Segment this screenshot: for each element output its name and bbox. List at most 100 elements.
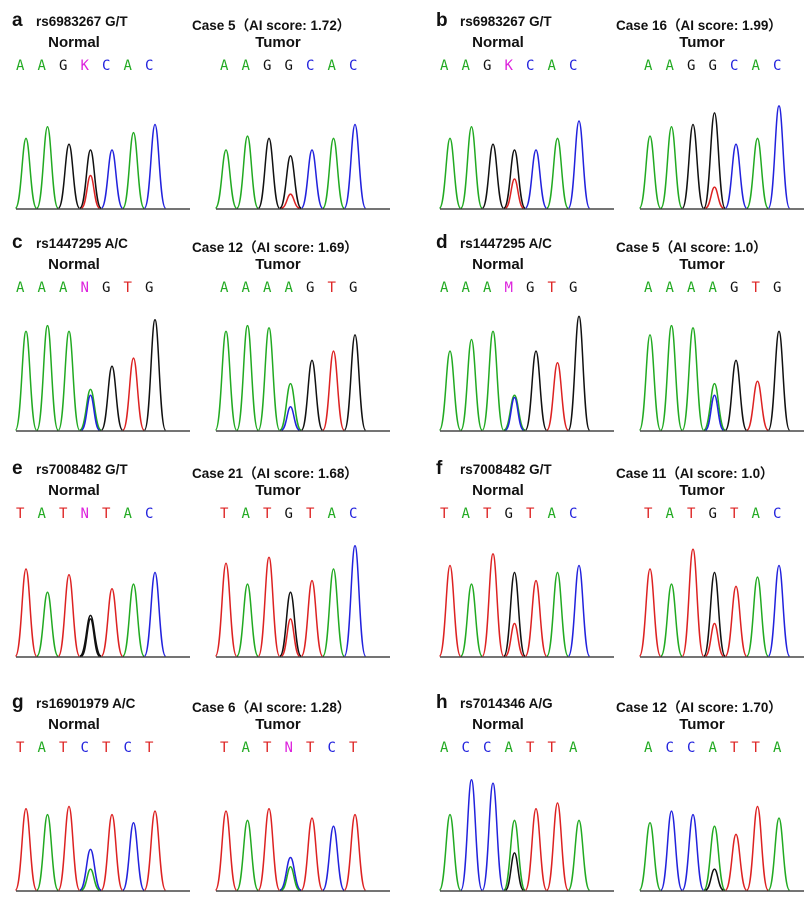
case-ai-score: Case 12（AI score: 1.70）: [616, 700, 782, 715]
normal-base-call: T: [59, 506, 68, 522]
tumor-chromatogram-trace: [214, 324, 390, 432]
tumor-base-call: T: [751, 740, 760, 756]
panel-header: f rs7008482 G/T Case 11（AI score: 1.0）: [430, 458, 804, 481]
trace-peak: [143, 810, 167, 891]
normal-base-call: T: [440, 506, 449, 522]
trace-peak: [36, 591, 59, 657]
trace-peak: [79, 388, 102, 431]
trace-peak: [300, 817, 324, 891]
tumor-base-call: G: [349, 280, 358, 296]
normal-chromatogram-trace: [438, 779, 614, 892]
trace-peak: [214, 149, 238, 209]
normal-base-call: C: [461, 740, 470, 756]
trace-minor-peak: [281, 406, 300, 431]
normal-chromatogram-trace: [14, 319, 190, 432]
snp-id: rs6983267 G/T: [36, 14, 128, 29]
tumor-base-call: A: [241, 58, 250, 74]
panel-e: e rs7008482 G/T Case 21（AI score: 1.68） Nor…: [6, 458, 402, 686]
trace-peak: [524, 808, 548, 891]
panel-letter: b: [436, 10, 448, 31]
trace-peak: [236, 324, 259, 431]
snp-id: rs1447295 A/C: [36, 236, 128, 251]
trace-minor-peak: [280, 618, 301, 657]
tumor-base-call: C: [349, 506, 358, 522]
normal-base-call: T: [547, 280, 556, 296]
trace-peak: [214, 562, 238, 657]
trace-peak: [257, 137, 281, 209]
tumor-chromatogram-trace: [638, 548, 804, 658]
trace-peak: [100, 587, 124, 657]
trace-peak: [460, 779, 483, 891]
tumor-base-call: T: [263, 740, 272, 756]
tumor-label: Tumor: [679, 256, 725, 273]
trace-peak: [767, 817, 791, 891]
normal-base-call: A: [440, 280, 449, 296]
trace-peak: [681, 548, 705, 657]
normal-label: Normal: [472, 716, 524, 733]
normal-base-call: C: [145, 506, 154, 522]
trace-minor-peak: [504, 396, 525, 431]
tumor-label: Tumor: [255, 34, 301, 51]
normal-base-call: A: [547, 58, 556, 74]
trace-peak: [343, 334, 367, 431]
trace-peak: [214, 330, 238, 431]
normal-base-call: C: [526, 58, 535, 74]
normal-base-call: T: [16, 740, 25, 756]
trace-peak: [524, 149, 548, 209]
trace-peak: [746, 137, 769, 209]
tumor-label: Tumor: [255, 716, 301, 733]
trace-peak: [660, 583, 683, 657]
trace-peak: [36, 813, 59, 891]
trace-peak: [257, 556, 281, 657]
trace-peak: [257, 808, 281, 891]
normal-base-call: A: [483, 280, 492, 296]
panel-header: a rs6983267 G/T Case 5（AI score: 1.72）: [6, 10, 402, 33]
trace-peak: [703, 112, 726, 209]
tumor-label: Tumor: [679, 34, 725, 51]
normal-base-call: N: [80, 280, 89, 296]
normal-base-call: T: [123, 280, 132, 296]
normal-base-call: T: [547, 740, 556, 756]
normal-base-call: A: [440, 740, 449, 756]
tumor-base-call: C: [349, 58, 358, 74]
tumor-chromatogram-trace: [638, 324, 804, 432]
trace-peak: [767, 105, 791, 209]
tumor-base-call: A: [751, 506, 760, 522]
tumor-base-call: T: [730, 740, 739, 756]
tumor-base-call: C: [773, 58, 782, 74]
trace-peak: [567, 819, 591, 891]
normal-label: Normal: [472, 34, 524, 51]
tumor-base-call: A: [665, 506, 674, 522]
trace-peak: [57, 805, 81, 891]
normal-base-call: G: [102, 280, 111, 296]
tumor-base-call: A: [665, 280, 674, 296]
trace-peak: [638, 334, 662, 431]
trace-peak: [122, 357, 145, 431]
trace-peak: [703, 382, 726, 431]
tumor-chromatogram-trace: [214, 808, 390, 892]
tumor-base-call: T: [751, 280, 760, 296]
normal-base-call: A: [440, 58, 449, 74]
normal-base-call: C: [569, 506, 578, 522]
tumor-base-call: A: [773, 740, 782, 756]
trace-peak: [546, 137, 569, 209]
normal-base-call: T: [102, 506, 111, 522]
trace-peak: [546, 802, 569, 891]
normal-base-call: T: [145, 740, 154, 756]
tumor-base-call: G: [263, 58, 272, 74]
tumor-base-call: A: [327, 58, 336, 74]
trace-peak: [122, 821, 145, 891]
normal-base-call: M: [504, 280, 513, 296]
normal-base-call: C: [483, 740, 492, 756]
normal-base-call: N: [80, 506, 89, 522]
normal-base-call: A: [123, 506, 132, 522]
trace-peak: [36, 126, 59, 209]
snp-id: rs7014346 A/G: [460, 696, 553, 711]
tumor-base-call: A: [751, 58, 760, 74]
trace-peak: [703, 571, 726, 657]
panel-header: d rs1447295 A/C Case 5（AI score: 1.0）: [430, 232, 804, 255]
tumor-base-call: G: [773, 280, 782, 296]
normal-chromatogram-trace: [14, 805, 190, 892]
